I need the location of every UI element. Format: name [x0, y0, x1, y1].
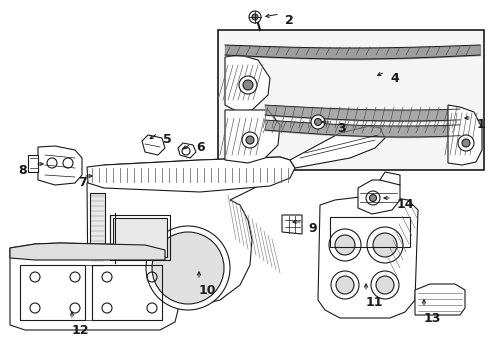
Circle shape [372, 233, 396, 257]
Circle shape [334, 235, 354, 255]
Polygon shape [142, 135, 164, 155]
Bar [113, 218, 167, 257]
Text: 12: 12 [72, 324, 89, 337]
Text: 2: 2 [285, 14, 293, 27]
Bar [20, 265, 85, 320]
Polygon shape [28, 155, 38, 172]
Text: 11: 11 [365, 296, 383, 309]
Bar [110, 215, 170, 260]
Polygon shape [178, 143, 196, 158]
Text: 9: 9 [307, 222, 316, 235]
Circle shape [335, 276, 353, 294]
Text: 5: 5 [163, 133, 171, 146]
Polygon shape [379, 172, 399, 185]
Text: 3: 3 [336, 122, 345, 135]
Circle shape [152, 232, 224, 304]
Polygon shape [10, 243, 164, 260]
Polygon shape [38, 146, 82, 185]
Polygon shape [87, 157, 294, 192]
Circle shape [242, 132, 258, 148]
Text: 6: 6 [196, 141, 204, 154]
Bar [329, 217, 409, 247]
Circle shape [239, 76, 257, 94]
Circle shape [243, 80, 252, 90]
Polygon shape [289, 126, 384, 168]
Circle shape [245, 136, 253, 144]
Circle shape [314, 118, 321, 126]
Polygon shape [447, 105, 481, 165]
Polygon shape [87, 157, 294, 308]
Circle shape [251, 14, 258, 20]
Polygon shape [282, 215, 302, 234]
Bar [92, 265, 162, 320]
Circle shape [457, 135, 473, 151]
Polygon shape [224, 110, 280, 163]
Bar [90, 193, 105, 273]
Polygon shape [414, 284, 464, 315]
Text: 10: 10 [199, 284, 216, 297]
Text: 1: 1 [476, 118, 485, 131]
Circle shape [248, 11, 261, 23]
Text: 13: 13 [423, 312, 441, 325]
Circle shape [375, 276, 393, 294]
Polygon shape [224, 55, 269, 112]
Text: 4: 4 [389, 72, 398, 85]
Polygon shape [357, 180, 399, 214]
Text: 8: 8 [18, 164, 26, 177]
Circle shape [369, 194, 376, 202]
Circle shape [461, 139, 469, 147]
Circle shape [310, 115, 325, 129]
Text: 7: 7 [78, 176, 86, 189]
Circle shape [146, 226, 229, 310]
Bar [218, 30, 483, 170]
Text: 14: 14 [396, 198, 414, 211]
Polygon shape [10, 243, 178, 330]
Polygon shape [317, 197, 417, 318]
